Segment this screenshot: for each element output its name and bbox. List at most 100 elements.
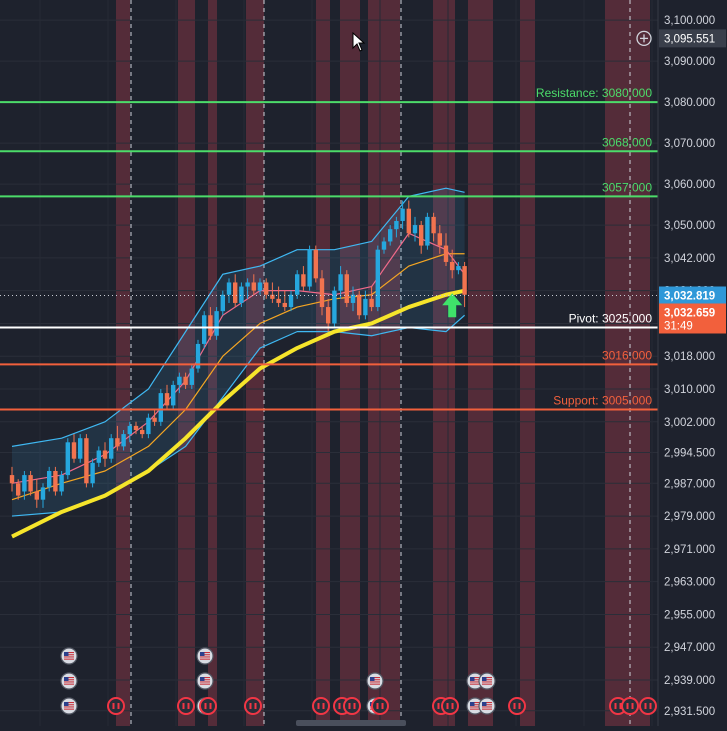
candle-body — [115, 438, 120, 447]
price-tick-label: 2,939.000 — [664, 675, 715, 687]
candle-body — [96, 450, 101, 463]
candle-body — [369, 298, 374, 308]
price-tick-label: 3,070.000 — [664, 138, 715, 150]
price-tick-label: 3,080.000 — [664, 97, 715, 109]
event-red-icon — [639, 697, 657, 715]
candle-body — [53, 470, 58, 492]
candle-body — [158, 393, 163, 422]
price-axis-background — [658, 0, 727, 726]
candle-body — [189, 368, 194, 385]
candle-body — [276, 298, 281, 303]
last-price-label: 3,032.819 — [664, 290, 715, 302]
moving-average-slow — [11, 288, 466, 539]
candle-body — [208, 315, 213, 336]
candle-body — [456, 266, 461, 271]
candle-body — [301, 274, 306, 287]
session-shade — [433, 0, 455, 726]
candle-body — [16, 483, 21, 496]
time-scrollbar — [296, 720, 406, 726]
candle-body — [9, 475, 15, 484]
event-red-icon — [107, 697, 125, 715]
us-flag-icon — [60, 697, 78, 715]
key-levels: Resistance: 3080.000 3068.000 3057.000 Pivo… — [0, 86, 658, 411]
candle-body — [462, 266, 467, 295]
close-price-label: 3,032.659 — [664, 307, 715, 319]
event-red-icon — [312, 697, 330, 715]
price-tick-label: 2,987.000 — [664, 478, 715, 490]
candle-body — [394, 220, 399, 230]
candle-body — [22, 475, 27, 492]
candle-body — [146, 417, 151, 435]
candle-body — [90, 462, 95, 484]
session-shade — [340, 0, 360, 726]
candle-body — [381, 241, 387, 250]
event-red-icon — [621, 697, 639, 715]
candle-body — [388, 229, 393, 242]
candle-body — [102, 450, 108, 459]
session-shade — [520, 0, 535, 726]
us-flag-icon — [60, 672, 78, 690]
us-flag-icon — [60, 647, 78, 665]
candle-body — [307, 249, 312, 287]
candle-body — [202, 315, 207, 344]
candle-body — [406, 208, 411, 234]
candle-body — [425, 216, 430, 246]
candle-body — [319, 278, 325, 308]
session-shade — [116, 0, 130, 726]
event-red-icon — [244, 697, 262, 715]
candle-body — [59, 475, 64, 492]
crosshair-price-label: 3,095.551 — [664, 33, 715, 45]
signal-up-arrow-icon — [442, 293, 463, 318]
session-shade — [246, 0, 264, 726]
candle-body — [214, 311, 219, 336]
crosshair-price-badge — [659, 29, 726, 48]
candle-body — [239, 286, 244, 303]
us-flag-icon — [196, 672, 214, 690]
candle-body — [295, 274, 300, 295]
level-label: Resistance: 3080.000 — [536, 86, 652, 100]
candle-body — [121, 434, 126, 447]
candle-body — [183, 376, 188, 385]
price-tick-label: 2,947.000 — [664, 642, 715, 654]
candle-body — [326, 307, 331, 324]
candle-body — [419, 225, 424, 246]
us-flag-icon — [466, 697, 484, 715]
level-label: Support: 3005.000 — [553, 394, 652, 408]
candle-body — [65, 442, 70, 476]
candle-body — [34, 491, 39, 500]
candle-body — [450, 261, 455, 271]
candle-body — [251, 282, 256, 291]
candle-body — [431, 216, 436, 234]
candle-body — [400, 208, 405, 221]
candle-body — [109, 438, 114, 459]
price-tick-label: 2,971.000 — [664, 544, 715, 556]
event-red-icon — [508, 697, 526, 715]
price-tick-label: 3,060.000 — [664, 179, 715, 191]
candle-body — [152, 417, 157, 422]
candle-body — [40, 487, 46, 500]
price-tick-label: 3,018.000 — [664, 351, 715, 363]
candle-countdown-label: 31:49 — [664, 320, 693, 332]
candle-body — [71, 442, 77, 459]
price-tick-label: 2,994.500 — [664, 448, 715, 460]
mouse-cursor-icon — [352, 32, 366, 52]
candle-body — [313, 249, 318, 279]
candle-body — [375, 249, 380, 308]
close-price-badge — [659, 303, 726, 334]
event-markers — [60, 647, 657, 715]
price-tick-label: 2,963.000 — [664, 577, 715, 589]
level-label: 3016.000 — [602, 348, 652, 362]
candle-body — [177, 376, 182, 385]
us-flag-icon — [466, 672, 484, 690]
session-shade — [178, 0, 195, 726]
level-label: 3068.000 — [602, 135, 652, 149]
candle-body — [133, 425, 139, 431]
candle-body — [28, 475, 33, 492]
candle-body — [257, 282, 263, 291]
add-alert-icon — [636, 30, 652, 47]
session-shade — [468, 0, 493, 726]
candle-body — [412, 225, 418, 234]
candle-body — [270, 294, 275, 299]
